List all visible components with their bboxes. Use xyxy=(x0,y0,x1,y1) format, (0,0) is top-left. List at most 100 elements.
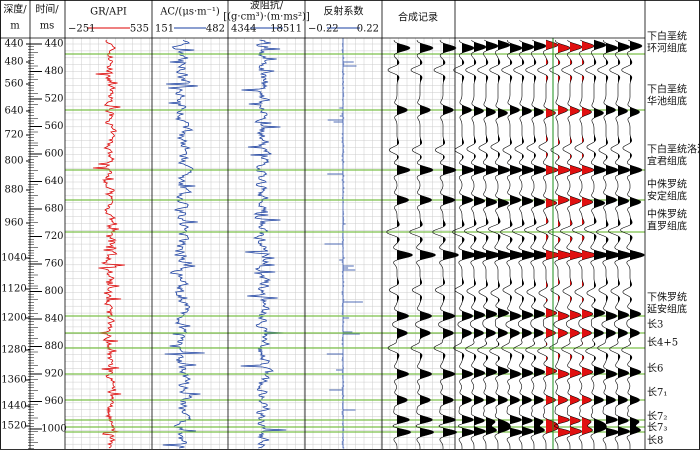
wiggle-fill xyxy=(486,40,501,449)
wiggle-fill xyxy=(522,40,537,449)
track-title: AC/(μs·m⁻¹) xyxy=(159,7,220,18)
formation-label: 安定组底 xyxy=(647,190,687,203)
formation-label: 宜君组底 xyxy=(647,155,687,168)
formation-label: 下侏罗统 xyxy=(647,291,687,304)
time-tick-label: 960 xyxy=(44,396,63,407)
wiggle-trace xyxy=(560,39,585,449)
formation-label: 长8 xyxy=(647,435,663,447)
wiggle-trace xyxy=(536,39,561,449)
formation-label: 长6 xyxy=(647,363,663,375)
wiggle-trace xyxy=(608,39,633,449)
depth-tick-label: 440 xyxy=(4,39,23,50)
wiggle-fill xyxy=(594,40,609,449)
depth-tick-label: 1280 xyxy=(1,345,26,356)
time-tick-label: 840 xyxy=(44,314,63,325)
wiggle-fill xyxy=(606,40,621,449)
depth-tick-label: 880 xyxy=(4,185,23,196)
wiggle-trace xyxy=(500,40,525,449)
scale-min: −0.22 xyxy=(308,24,339,35)
time-title: 时间/ xyxy=(35,3,59,16)
wiggle-trace xyxy=(488,39,513,449)
depth-tick-label: 1520 xyxy=(1,421,26,432)
depth-tick-label: 480 xyxy=(4,57,23,68)
depth-unit: m xyxy=(10,21,20,32)
wiggle-trace xyxy=(512,39,537,449)
depth-tick-label: 1440 xyxy=(1,401,26,412)
scale-max: 0.22 xyxy=(357,24,379,35)
scale-max: 535 xyxy=(130,24,149,35)
wiggle-trace xyxy=(596,40,621,449)
wiggle-trace xyxy=(452,40,477,449)
track-title: 波阻抗/ xyxy=(250,0,284,12)
formation-label: 下白垩统 xyxy=(647,83,687,96)
time-tick-label: 520 xyxy=(44,94,63,105)
synthetic-title: 合成记录 xyxy=(398,11,438,24)
depth-tick-label: 1200 xyxy=(1,313,26,324)
wiggle-trace xyxy=(432,39,460,449)
time-tick-label: 680 xyxy=(44,204,63,215)
time-tick-label: 920 xyxy=(44,369,63,380)
formation-label: 下白垩统洛河 xyxy=(647,143,700,156)
time-tick-label: 760 xyxy=(44,259,63,270)
wiggle-trace xyxy=(584,39,609,449)
wiggle-fill xyxy=(443,40,459,449)
time-tick-label: 640 xyxy=(44,176,63,187)
formation-label: 长7₁ xyxy=(647,387,667,399)
scale-min: 4344 xyxy=(231,24,256,35)
wiggle-fill xyxy=(558,40,573,449)
formation-label: 华池组底 xyxy=(647,95,687,108)
wiggle-fill xyxy=(420,40,436,449)
formation-label: 下白垩统 xyxy=(647,30,687,43)
formation-label: 长7₂ xyxy=(647,411,667,423)
wiggle-trace xyxy=(386,39,414,449)
time-tick-label: 720 xyxy=(44,231,63,242)
track-title: [(g·cm³)·(m·ms²)] xyxy=(223,12,310,23)
time-tick-label: 600 xyxy=(44,149,63,160)
depth-tick-label: 1360 xyxy=(1,375,26,386)
formation-label: 中侏罗统 xyxy=(647,178,687,191)
track-title: GR/API xyxy=(90,7,127,18)
formation-label: 延安组底 xyxy=(647,303,687,316)
scale-min: −251 xyxy=(68,24,95,35)
depth-tick-label: 720 xyxy=(4,130,23,141)
scale-min: 151 xyxy=(155,24,174,35)
time-unit: ms xyxy=(40,21,55,32)
wiggle-fill xyxy=(397,40,413,449)
wiggle-fill xyxy=(510,40,525,449)
depth-tick-label: 1120 xyxy=(1,284,26,295)
ac-curve xyxy=(162,39,205,449)
time-tick-label: 560 xyxy=(44,121,63,132)
reflection-curve xyxy=(324,38,363,449)
formation-label: 长3 xyxy=(647,319,663,331)
time-tick-label: 800 xyxy=(44,286,63,297)
wiggle-fill xyxy=(618,40,633,449)
scale-max: 18511 xyxy=(270,24,302,35)
formation-label: 长4+5 xyxy=(647,337,678,349)
time-tick-label: 440 xyxy=(44,39,63,50)
formation-label: 环河组底 xyxy=(647,42,687,55)
impedance-curve xyxy=(240,39,287,449)
wiggle-fill xyxy=(498,40,513,449)
depth-tick-label: 1040 xyxy=(1,253,26,264)
wiggle-fill xyxy=(570,40,585,449)
time-tick-label: 480 xyxy=(44,66,63,77)
track-title: 反射系数 xyxy=(324,5,364,18)
depth-title: 深度/ xyxy=(3,3,27,16)
formation-label: 长7₃ xyxy=(647,422,667,434)
depth-tick-label: 960 xyxy=(4,218,23,229)
wiggle-trace xyxy=(464,39,489,449)
formation-label: 中侏罗统 xyxy=(647,208,687,221)
gr-curve xyxy=(92,39,125,449)
wiggle-trace xyxy=(620,39,645,449)
wiggle-fill xyxy=(534,40,549,449)
wiggle-fill xyxy=(630,40,645,449)
time-tick-label: 1000 xyxy=(41,424,66,435)
wiggle-trace xyxy=(409,39,437,449)
time-tick-label: 880 xyxy=(44,341,63,352)
formation-label: 直罗组底 xyxy=(647,220,687,233)
wiggle-trace xyxy=(548,40,573,449)
scale-max: 482 xyxy=(206,24,225,35)
wiggle-fill xyxy=(474,40,489,449)
